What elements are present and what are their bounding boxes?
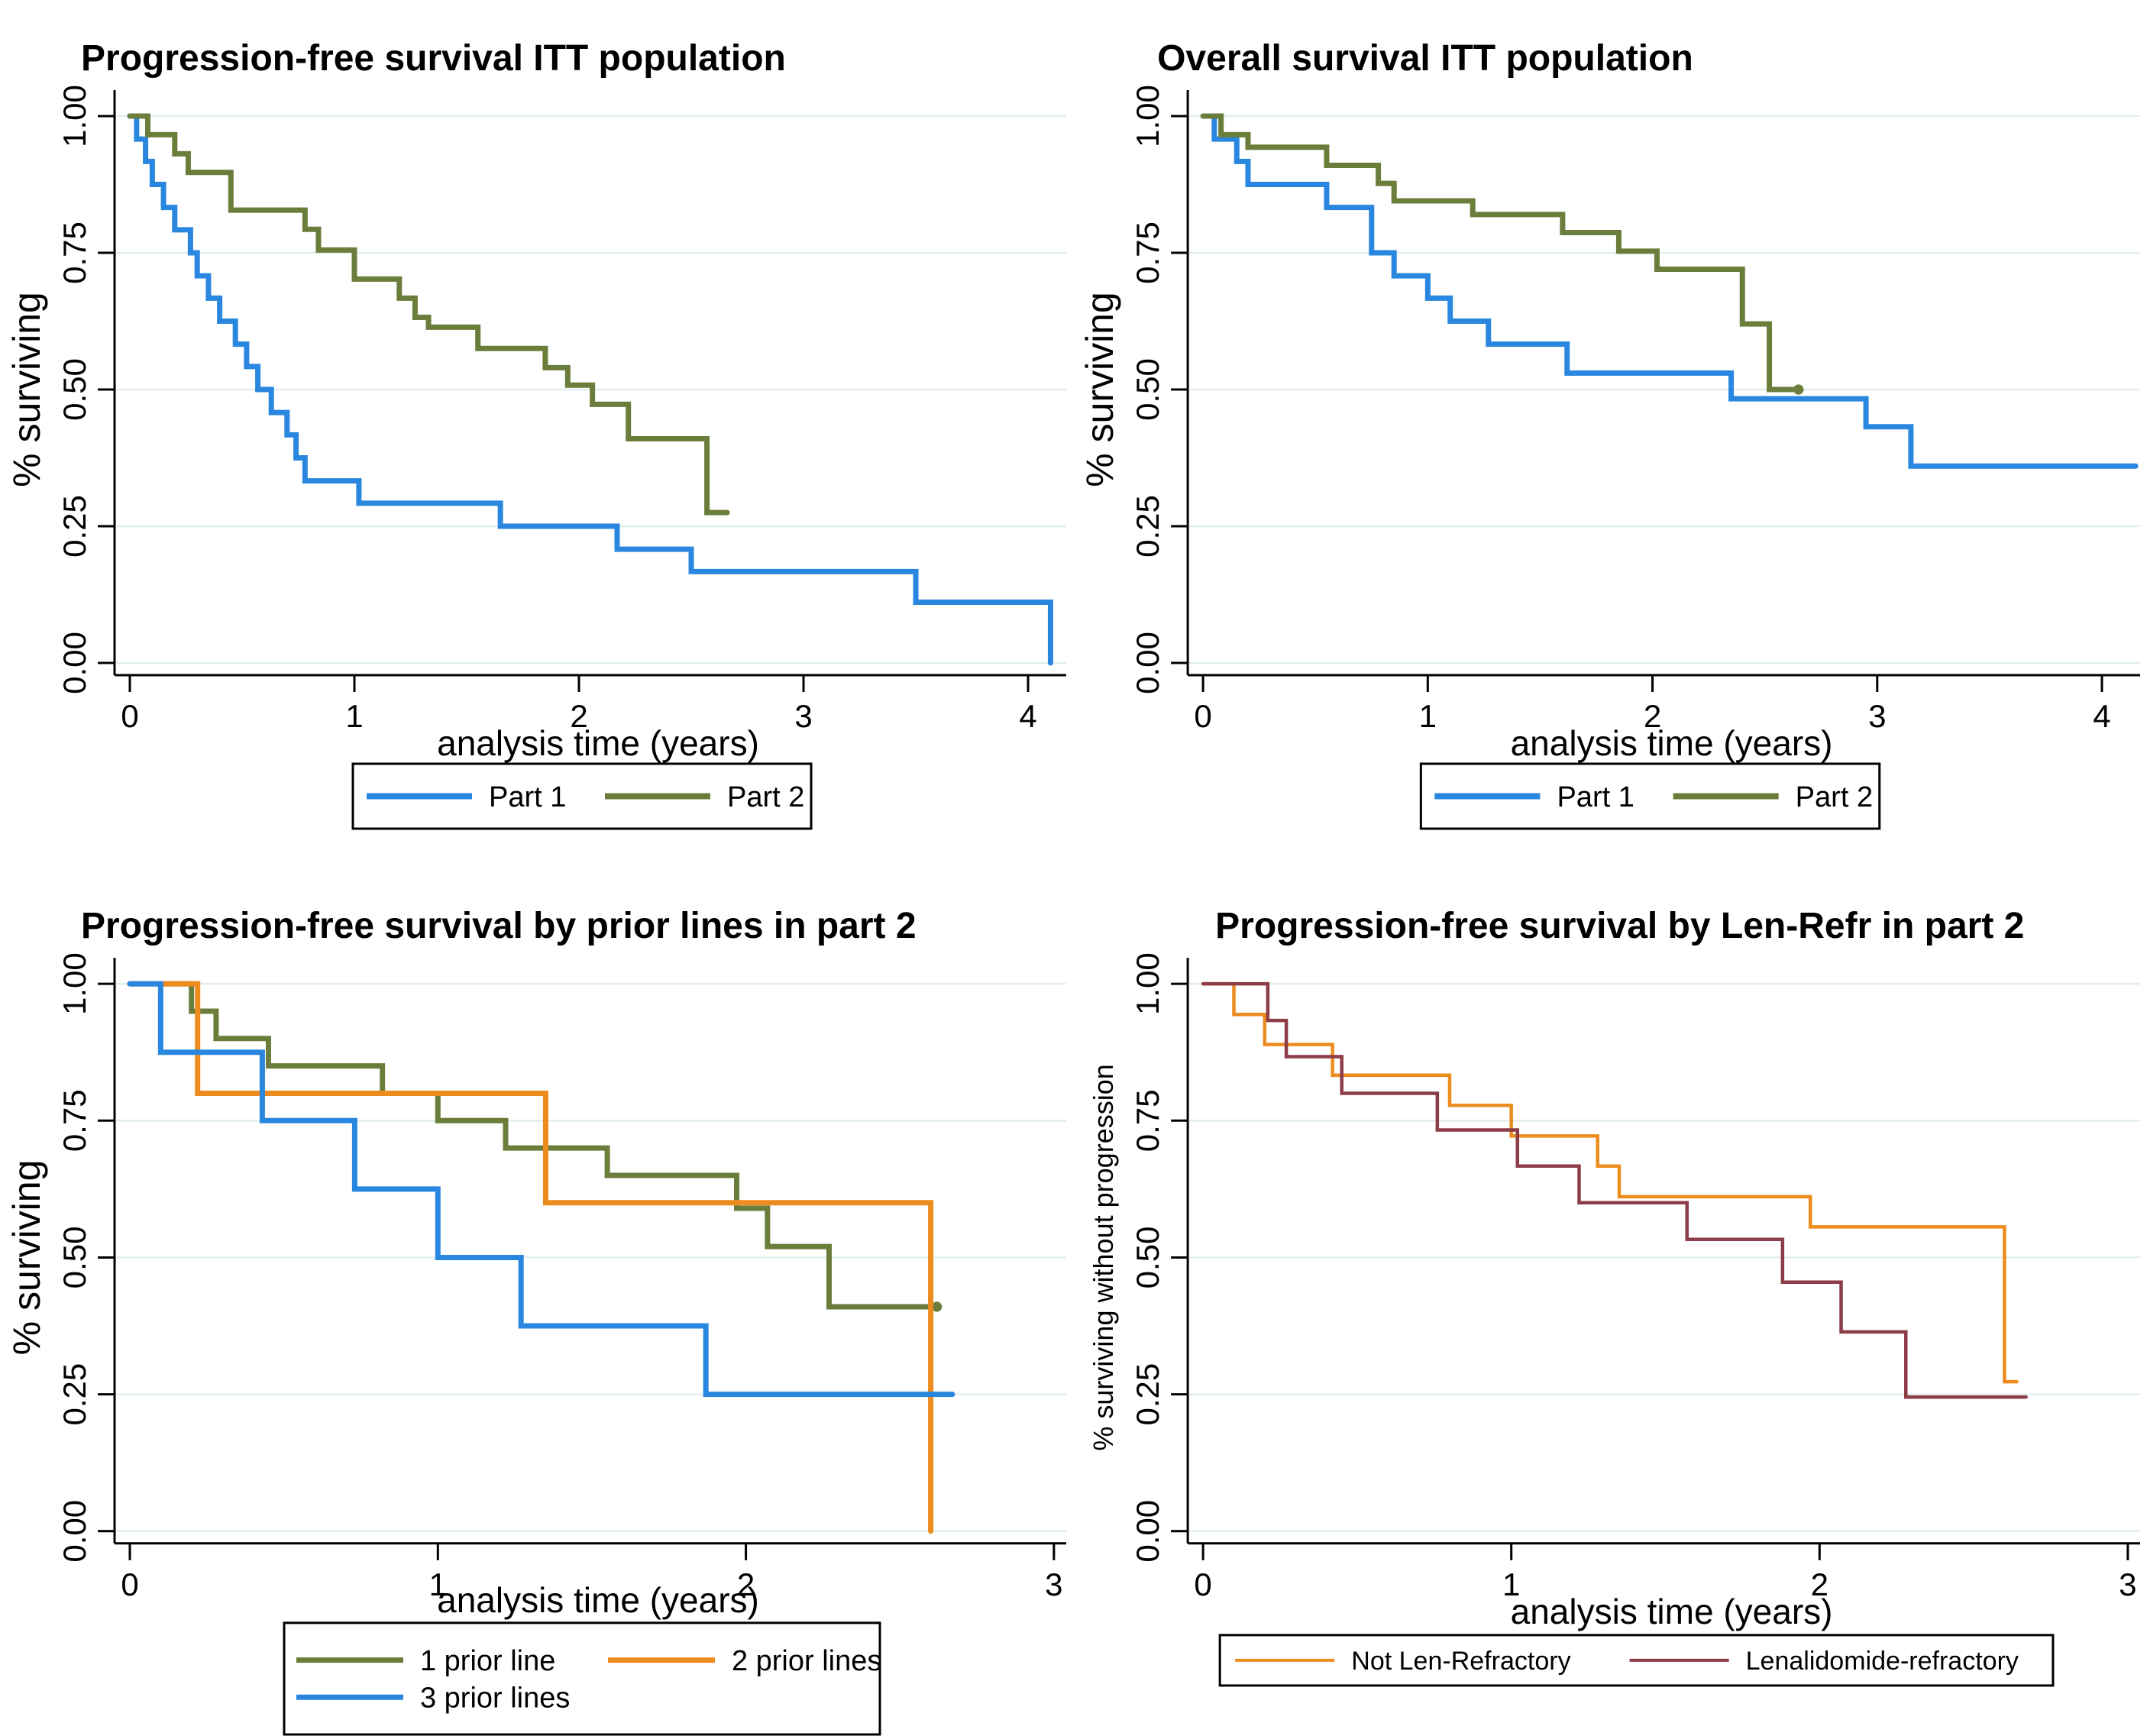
legend-label-3-prior-lines: 3 prior lines bbox=[420, 1683, 570, 1715]
legend-label-2-prior-lines: 2 prior lines bbox=[732, 1645, 881, 1677]
km-curve-part-1 bbox=[127, 113, 1053, 666]
y-axis-title: % surviving without progression bbox=[1088, 1064, 1119, 1450]
x-tick-label: 2 bbox=[570, 698, 587, 734]
x-tick-label: 2 bbox=[1811, 1566, 1829, 1602]
chart-os-itt-population: 0.00 0.25 0.50 0.75 1.00 0 1 2 3 4 analysis time (… bbox=[1073, 0, 2147, 868]
chart-title: Progression-free survival ITT population bbox=[81, 38, 786, 79]
y-tick-label: 1.00 bbox=[57, 952, 92, 1015]
km-curve-part-2 bbox=[127, 113, 730, 516]
legend-label-1-prior-line: 1 prior line bbox=[420, 1645, 555, 1677]
y-axis-title: % surviving bbox=[5, 292, 48, 487]
x-tick-label: 0 bbox=[1194, 698, 1211, 734]
chart-title: Progression-free survival by Len-Refr in… bbox=[1215, 906, 2024, 946]
x-tick-label: 3 bbox=[794, 698, 812, 734]
km-curve-1-prior-line bbox=[127, 981, 940, 1310]
y-tick-label: 0.25 bbox=[1130, 1363, 1166, 1426]
x-tick-label: 3 bbox=[1045, 1566, 1062, 1602]
x-tick-label: 1 bbox=[1502, 1566, 1520, 1602]
legend-label-part-1: Part 1 bbox=[1557, 781, 1634, 813]
km-curve-lenalidomide-refractory bbox=[1201, 981, 2028, 1399]
y-tick-label: 0.75 bbox=[1130, 1089, 1166, 1152]
x-tick-label: 4 bbox=[1019, 698, 1036, 734]
x-tick-label: 1 bbox=[1419, 698, 1437, 734]
y-tick-label: 1.00 bbox=[1130, 85, 1166, 147]
x-tick-label: 2 bbox=[737, 1566, 755, 1602]
chart-pfs-itt-population: 0.00 0.25 0.50 0.75 1.00 0 1 2 3 4 analysis time (… bbox=[0, 0, 1073, 868]
legend-label-not-len-refractory: Not Len-Refractory bbox=[1351, 1647, 1570, 1676]
km-curve-part-1 bbox=[1200, 113, 2139, 469]
chart-os-itt-svg: 0.00 0.25 0.50 0.75 1.00 0 1 2 3 4 analysis time (… bbox=[1078, 38, 2140, 830]
chart-title: Overall survival ITT population bbox=[1157, 38, 1693, 79]
y-tick-label: 0.00 bbox=[1130, 1500, 1166, 1563]
x-axis-title: analysis time (years) bbox=[1511, 1592, 1833, 1631]
x-tick-label: 1 bbox=[345, 698, 363, 734]
x-tick-label: 4 bbox=[2093, 698, 2110, 734]
y-tick-label: 0.25 bbox=[1130, 495, 1166, 558]
y-tick-label: 0.00 bbox=[57, 1500, 92, 1563]
censor-end-dot-part-2 bbox=[1793, 384, 1804, 395]
km-curve-part-2 bbox=[1200, 113, 1802, 393]
y-tick-label: 0.00 bbox=[1130, 632, 1166, 694]
x-axis-title: analysis time (years) bbox=[437, 1580, 759, 1620]
chart-pfs-len-refr-svg: 0.00 0.25 0.50 0.75 1.00 0 1 2 3 analysis time (y… bbox=[1088, 906, 2140, 1687]
km-curve-2-prior-lines bbox=[127, 981, 934, 1534]
x-tick-label: 0 bbox=[121, 1566, 138, 1602]
chart-title: Progression-free survival by prior lines… bbox=[81, 906, 917, 946]
x-tick-label: 1 bbox=[429, 1566, 447, 1602]
y-tick-label: 0.75 bbox=[57, 1089, 92, 1152]
y-axis-title: % surviving bbox=[5, 1160, 48, 1356]
x-tick-label: 2 bbox=[1644, 698, 1661, 734]
km-curve-3-prior-lines bbox=[127, 981, 955, 1398]
x-axis-title: analysis time (years) bbox=[1511, 723, 1833, 763]
chart-pfs-prior-lines-svg: 0.00 0.25 0.50 0.75 1.00 0 1 2 3 analysis time (y… bbox=[5, 906, 1066, 1736]
y-tick-label: 0.75 bbox=[1130, 221, 1166, 284]
y-tick-label: 0.50 bbox=[57, 358, 92, 421]
x-tick-label: 0 bbox=[121, 698, 138, 734]
legend-label-lenalidomide-refractory: Lenalidomide-refractory bbox=[1746, 1647, 2019, 1676]
y-tick-label: 0.50 bbox=[1130, 358, 1166, 421]
y-tick-label: 0.50 bbox=[57, 1227, 92, 1289]
x-tick-label: 3 bbox=[1868, 698, 1886, 734]
y-tick-label: 0.00 bbox=[57, 632, 92, 694]
y-tick-label: 0.25 bbox=[57, 1363, 92, 1426]
y-axis-title: % surviving bbox=[1078, 292, 1121, 487]
x-axis-title: analysis time (years) bbox=[437, 723, 759, 763]
y-tick-label: 0.75 bbox=[57, 221, 92, 284]
x-tick-label: 3 bbox=[2119, 1566, 2136, 1602]
legend-label-part-1: Part 1 bbox=[489, 781, 566, 813]
chart-pfs-by-len-refractory: 0.00 0.25 0.50 0.75 1.00 0 1 2 3 analysis time (y… bbox=[1073, 868, 2147, 1736]
y-tick-label: 0.25 bbox=[57, 495, 92, 558]
censor-end-dot-1-prior-line bbox=[931, 1301, 943, 1312]
chart-pfs-by-prior-lines: 0.00 0.25 0.50 0.75 1.00 0 1 2 3 analysis time (y… bbox=[0, 868, 1073, 1736]
legend-label-part-2: Part 2 bbox=[727, 781, 804, 813]
chart-pfs-itt-svg: 0.00 0.25 0.50 0.75 1.00 0 1 2 3 4 analysis time (… bbox=[5, 38, 1066, 830]
y-tick-label: 0.50 bbox=[1130, 1227, 1166, 1289]
km-curve-not-len-refractory bbox=[1201, 981, 2019, 1384]
y-tick-label: 1.00 bbox=[1130, 952, 1166, 1015]
legend-box bbox=[283, 1621, 881, 1736]
x-tick-label: 0 bbox=[1194, 1566, 1211, 1602]
legend-label-part-2: Part 2 bbox=[1796, 781, 1873, 813]
y-tick-label: 1.00 bbox=[57, 85, 92, 147]
